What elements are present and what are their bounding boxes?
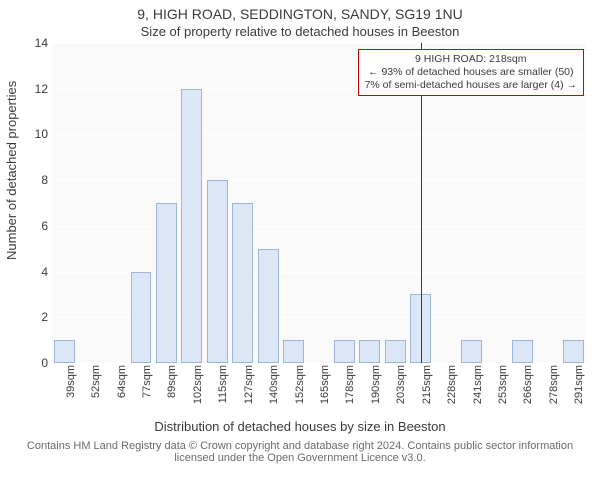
histogram-bar [385, 340, 406, 363]
x-tick-label: 203sqm [395, 365, 407, 404]
x-tick-label: 102sqm [192, 365, 204, 404]
plot-area: 02468101214 9 HIGH ROAD: 218sqm← 93% of … [52, 43, 586, 363]
histogram-bar [232, 203, 253, 363]
histogram-bar [156, 203, 177, 363]
annotation-line-2: ← 93% of detached houses are smaller (50… [365, 66, 577, 79]
x-tick-label: 52sqm [90, 365, 102, 398]
y-tick-label: 8 [24, 173, 48, 187]
y-tick-label: 4 [24, 265, 48, 279]
x-tick-label: 215sqm [421, 365, 433, 404]
x-tick-label: 89sqm [166, 365, 178, 398]
x-tick-label: 278sqm [548, 365, 560, 404]
x-axis-label: Distribution of detached houses by size … [0, 419, 600, 434]
x-tick-label: 39sqm [65, 365, 77, 398]
histogram-bar [334, 340, 355, 363]
x-tick-label: 140sqm [268, 365, 280, 404]
annotation-line-3: 7% of semi-detached houses are larger (4… [365, 79, 577, 92]
attribution-text: Contains HM Land Registry data © Crown c… [0, 440, 600, 464]
x-tick-label: 64sqm [116, 365, 128, 398]
annotation-box: 9 HIGH ROAD: 218sqm← 93% of detached hou… [358, 49, 584, 96]
x-tick-label: 152sqm [294, 365, 306, 404]
annotation-line-1: 9 HIGH ROAD: 218sqm [365, 53, 577, 66]
histogram-bar [461, 340, 482, 363]
histogram-bar [131, 272, 152, 363]
y-axis-label: Number of detached properties [4, 81, 19, 260]
histogram-bar [563, 340, 584, 363]
chart-subtitle: Size of property relative to detached ho… [0, 24, 600, 39]
histogram-bar [54, 340, 75, 363]
x-tick-label: 228sqm [446, 365, 458, 404]
y-tick-label: 0 [24, 356, 48, 370]
y-tick-label: 14 [24, 36, 48, 50]
x-tick-label: 127sqm [243, 365, 255, 404]
x-tick-label: 115sqm [217, 365, 229, 403]
x-tick-label: 291sqm [573, 365, 585, 404]
x-tick-label: 190sqm [370, 365, 382, 404]
x-tick-label: 253sqm [497, 365, 509, 404]
x-ticks: 39sqm 52sqm 64sqm 77sqm 89sqm 102sqm 115sqm 127… [52, 363, 586, 417]
x-tick-label: 165sqm [319, 365, 331, 404]
x-tick-label: 266sqm [522, 365, 534, 404]
x-tick-label: 241sqm [472, 365, 484, 404]
y-tick-label: 6 [24, 219, 48, 233]
histogram-bar [512, 340, 533, 363]
histogram-bar [207, 180, 228, 363]
histogram-bar [283, 340, 304, 363]
y-tick-label: 2 [24, 310, 48, 324]
chart-title: 9, HIGH ROAD, SEDDINGTON, SANDY, SG19 1N… [0, 6, 600, 22]
histogram-bar [181, 89, 202, 363]
y-tick-label: 10 [24, 127, 48, 141]
x-tick-label: 77sqm [141, 365, 153, 398]
y-tick-label: 12 [24, 82, 48, 96]
property-size-chart: 9, HIGH ROAD, SEDDINGTON, SANDY, SG19 1N… [0, 0, 600, 500]
histogram-bar [359, 340, 380, 363]
histogram-bar [258, 249, 279, 363]
x-tick-label: 178sqm [344, 365, 356, 404]
